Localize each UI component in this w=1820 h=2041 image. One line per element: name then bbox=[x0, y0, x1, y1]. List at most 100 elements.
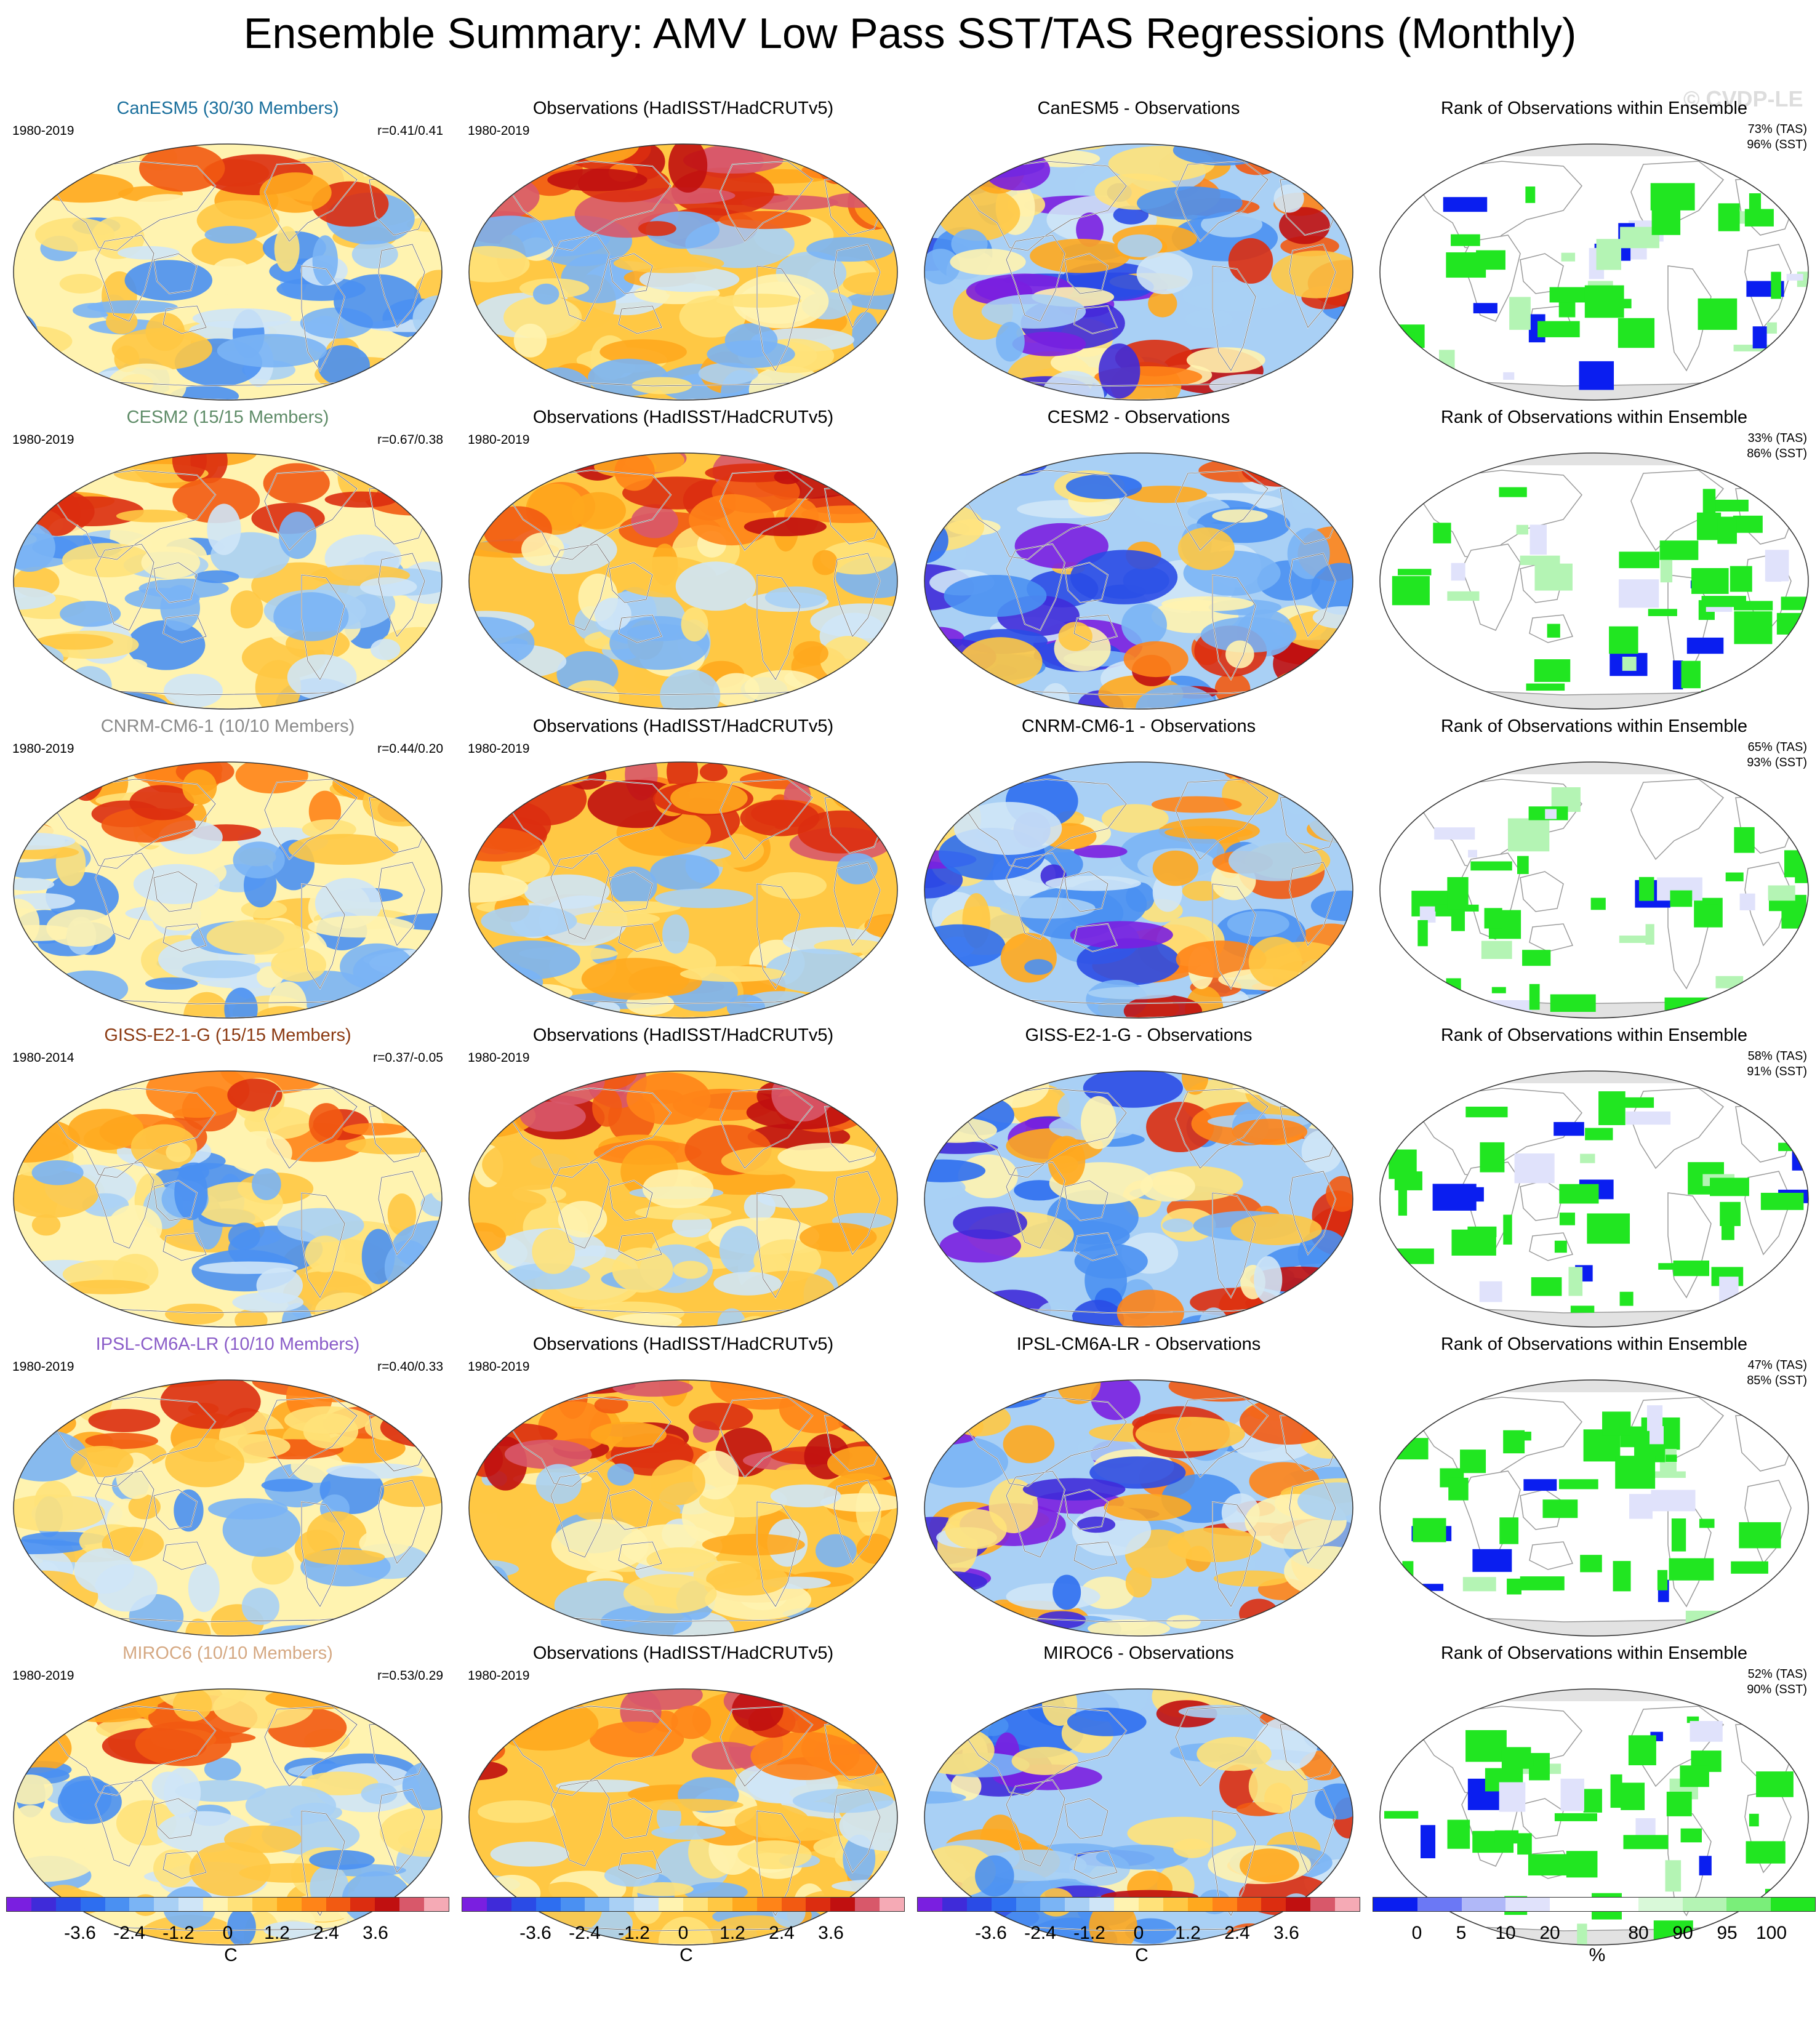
rank-panel-cesm2: Rank of Observations within Ensemble 33% … bbox=[1366, 407, 1820, 715]
panel-title: IPSL-CM6A-LR (10/10 Members) bbox=[95, 1334, 360, 1354]
colorbar-tick-label: 2.4 bbox=[1224, 1923, 1250, 1943]
diff-panel-cesm2: CESM2 - Observations bbox=[911, 407, 1366, 715]
colorbar-unit: % bbox=[1589, 1945, 1606, 1965]
panel-title: CanESM5 - Observations bbox=[1037, 98, 1240, 118]
colorbar-swatch bbox=[1771, 1898, 1815, 1911]
colorbar-swatch bbox=[1187, 1898, 1213, 1911]
world-map bbox=[1379, 761, 1809, 1019]
colorbar-swatch bbox=[1163, 1898, 1188, 1911]
colorbar-swatch bbox=[31, 1898, 56, 1911]
rank-percentages: 47% (TAS) 85% (SST) bbox=[1747, 1358, 1807, 1389]
rank-percentages: 52% (TAS) 90% (SST) bbox=[1747, 1667, 1807, 1698]
main-title: Ensemble Summary: AMV Low Pass SST/TAS R… bbox=[243, 9, 1577, 57]
diverging-colorbar: -3.6 -2.4 -1.2 0 1.2 2.4 3.6 C bbox=[459, 1890, 914, 1976]
world-map bbox=[468, 761, 898, 1019]
panel-title: Rank of Observations within Ensemble bbox=[1440, 1643, 1748, 1663]
diff-panel-canesm5: CanESM5 - Observations bbox=[911, 98, 1366, 406]
colorbar-swatch bbox=[1016, 1898, 1041, 1911]
colorbar-swatch bbox=[781, 1898, 806, 1911]
colorbar-ticks: -3.6 -2.4 -1.2 0 1.2 2.4 3.6 bbox=[914, 1923, 1369, 1944]
diverging-colorbar: -3.6 -2.4 -1.2 0 1.2 2.4 3.6 C bbox=[914, 1890, 1369, 1976]
world-map bbox=[468, 1070, 898, 1328]
panel-title: CESM2 - Observations bbox=[1047, 407, 1230, 427]
colorbar-tick-label: -1.2 bbox=[162, 1923, 194, 1943]
diff-panel-ipsl-cm6a-lr: IPSL-CM6A-LR - Observations bbox=[911, 1334, 1366, 1642]
period-label: 1980-2019 bbox=[12, 1669, 74, 1683]
diff-panel-cnrm-cm6-1: CNRM-CM6-1 - Observations bbox=[911, 716, 1366, 1024]
panel-title: CESM2 (15/15 Members) bbox=[126, 407, 329, 427]
colorbar-swatch bbox=[830, 1898, 856, 1911]
colorbar-swatch bbox=[1550, 1898, 1594, 1911]
panel-title: CanESM5 (30/30 Members) bbox=[116, 98, 339, 118]
diff-panel-miroc6: MIROC6 - Observations bbox=[911, 1643, 1366, 1951]
colorbar-tick-label: -1.2 bbox=[618, 1923, 650, 1943]
colorbar-tick-label: 10 bbox=[1495, 1923, 1516, 1943]
colorbar-swatch bbox=[399, 1898, 425, 1911]
world-map bbox=[13, 761, 443, 1019]
colorbar-swatch bbox=[326, 1898, 351, 1911]
colorbar-swatch bbox=[228, 1898, 252, 1911]
colorbar-swatch bbox=[178, 1898, 204, 1911]
colorbar-swatch bbox=[683, 1898, 708, 1911]
colorbar-tick-label: 2.4 bbox=[313, 1923, 339, 1943]
world-map bbox=[1379, 143, 1809, 401]
colorbar-tick-label: 5 bbox=[1456, 1923, 1467, 1943]
colorbar-tick-label: 0 bbox=[1411, 1923, 1422, 1943]
colorbar-swatch bbox=[535, 1898, 561, 1911]
rank-tas: 73% (TAS) bbox=[1747, 122, 1807, 136]
colorbar-unit: C bbox=[224, 1945, 238, 1965]
panel-title: Rank of Observations within Ensemble bbox=[1440, 407, 1748, 427]
colorbar-tick-label: 20 bbox=[1539, 1923, 1560, 1943]
rank-percentages: 65% (TAS) 93% (SST) bbox=[1747, 740, 1807, 771]
panel-title: Rank of Observations within Ensemble bbox=[1440, 98, 1748, 118]
model-panel-cnrm-cm6-1: CNRM-CM6-1 (10/10 Members) 1980-2019 r=0.4… bbox=[0, 716, 455, 1024]
world-map bbox=[468, 143, 898, 401]
model-panel-canesm5: CanESM5 (30/30 Members) 1980-2019 r=0.41/0… bbox=[0, 98, 455, 406]
colorbar-tick-label: 100 bbox=[1755, 1923, 1787, 1943]
colorbar-swatch bbox=[1682, 1898, 1727, 1911]
colorbar-swatch bbox=[806, 1898, 831, 1911]
colorbar-swatch bbox=[880, 1898, 905, 1911]
obs-panel-ipsl-cm6a-lr: Observations (HadISST/HadCRUTv5) 1980-201… bbox=[455, 1334, 911, 1642]
colorbar-swatch bbox=[1212, 1898, 1237, 1911]
world-map bbox=[13, 1070, 443, 1328]
period-label: 1980-2019 bbox=[12, 124, 74, 138]
colorbar-unit: C bbox=[679, 1945, 693, 1965]
panel-title: CNRM-CM6-1 (10/10 Members) bbox=[100, 716, 355, 736]
colorbar-swatch bbox=[1373, 1898, 1417, 1911]
colorbar-swatch bbox=[301, 1898, 326, 1911]
colorbar-tick-label: 3.6 bbox=[363, 1923, 388, 1943]
panel-title: IPSL-CM6A-LR - Observations bbox=[1016, 1334, 1261, 1354]
colorbar-swatches bbox=[917, 1897, 1360, 1912]
colorbar-swatch bbox=[1089, 1898, 1115, 1911]
world-map bbox=[468, 452, 898, 710]
diff-panel-giss-e2-1-g: GISS-E2-1-G - Observations bbox=[911, 1025, 1366, 1333]
rank-sst: 90% (SST) bbox=[1747, 1683, 1807, 1696]
panel-title: MIROC6 (10/10 Members) bbox=[122, 1643, 333, 1663]
colorbar-swatch bbox=[350, 1898, 375, 1911]
colorbar-swatch bbox=[276, 1898, 302, 1911]
panel-title: CNRM-CM6-1 - Observations bbox=[1021, 716, 1256, 736]
rank-panel-canesm5: Rank of Observations within Ensemble 73% … bbox=[1366, 98, 1820, 406]
colorbar-swatch bbox=[80, 1898, 105, 1911]
colorbar-swatch bbox=[203, 1898, 228, 1911]
colorbar-swatch bbox=[462, 1898, 487, 1911]
pattern-correlation: r=0.67/0.38 bbox=[377, 433, 443, 447]
panel-title: MIROC6 - Observations bbox=[1043, 1643, 1234, 1663]
world-map bbox=[924, 1379, 1353, 1637]
colorbar-swatch bbox=[252, 1898, 277, 1911]
panel-title: GISS-E2-1-G - Observations bbox=[1025, 1025, 1253, 1045]
rank-tas: 65% (TAS) bbox=[1747, 740, 1807, 754]
period-label: 1980-2019 bbox=[468, 1051, 530, 1065]
world-map bbox=[924, 761, 1353, 1019]
pattern-correlation: r=0.41/0.41 bbox=[377, 124, 443, 138]
model-panel-cesm2: CESM2 (15/15 Members) 1980-2019 r=0.67/0.3… bbox=[0, 407, 455, 715]
world-map bbox=[13, 452, 443, 710]
rank-tas: 52% (TAS) bbox=[1747, 1667, 1807, 1681]
colorbar-swatch bbox=[1065, 1898, 1090, 1911]
period-label: 1980-2019 bbox=[468, 1360, 530, 1374]
colorbar-swatch bbox=[1505, 1898, 1550, 1911]
obs-panel-cnrm-cm6-1: Observations (HadISST/HadCRUTv5) 1980-201… bbox=[455, 716, 911, 1024]
panel-title: Rank of Observations within Ensemble bbox=[1440, 1025, 1748, 1045]
panel-title: Observations (HadISST/HadCRUTv5) bbox=[532, 98, 834, 118]
